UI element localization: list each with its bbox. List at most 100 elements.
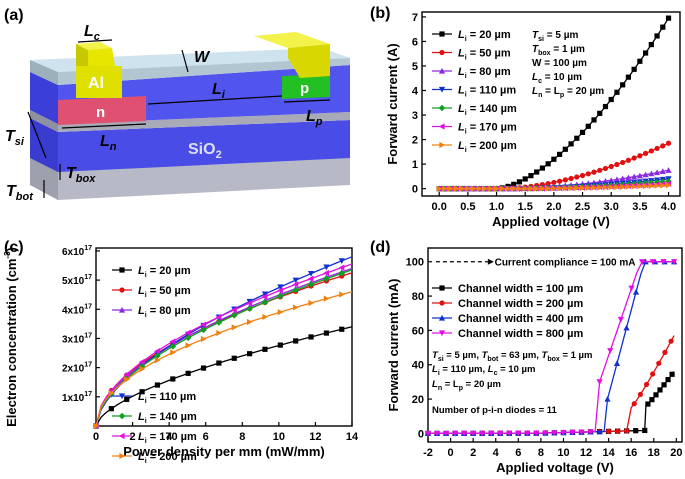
d-xtick-label: 10	[557, 447, 569, 459]
c-legend-6-marker	[119, 452, 126, 460]
c-series-4-point	[277, 292, 284, 300]
b-series-2-point	[619, 175, 626, 182]
b-ylabel: Forward current (A)	[385, 43, 400, 164]
c-series-4-point	[307, 281, 315, 288]
b-series-0-point	[602, 103, 609, 110]
d-series-3-point	[617, 316, 624, 323]
c-ytick-label: 4x1017	[62, 303, 92, 316]
b-legend-5-marker	[438, 123, 445, 130]
c-series-0-point	[247, 351, 253, 357]
panel-b-chart: (b) 0.0 0.5 1.0 1.5 2.0 2.5 3.0 3.5 4.0 0 1 2 3 4 5 6 7 A…	[370, 5, 681, 229]
d-series-3-point	[660, 259, 667, 265]
d-series-3-point	[497, 430, 504, 437]
d-series-0-point	[669, 371, 675, 377]
d-series-3-point	[628, 285, 635, 292]
c-series-0-point	[323, 330, 329, 336]
c-series-6-point	[139, 365, 146, 373]
d-ytick-label: 60	[412, 325, 424, 337]
b-series-1-point	[643, 150, 649, 156]
d-series-3-point	[488, 430, 495, 437]
d-series-1-point	[668, 338, 674, 344]
c-series-6-point	[154, 357, 161, 364]
c-legend-1-prefix: L	[138, 285, 145, 297]
c-ytick-exp: 17	[84, 274, 92, 281]
b-series-2-point	[659, 168, 666, 175]
b-series-2-point	[625, 174, 632, 181]
d-xtick-label: 0	[448, 447, 454, 459]
b-legend-6-value: = 200 µm	[467, 140, 517, 152]
c-series-4-point	[184, 334, 192, 342]
c-series-6-point	[216, 329, 222, 337]
b-series-2-point	[665, 167, 672, 173]
b-series-0-point	[597, 110, 603, 116]
b-legend-6-text: Li = 200 µm	[458, 140, 517, 154]
b-series-1-point	[637, 153, 643, 159]
b-series-6-point	[562, 185, 569, 192]
d-ytick-label: 80	[412, 291, 424, 303]
b-series-4-point	[642, 179, 649, 187]
b-legend-3-sub: i	[465, 92, 467, 99]
b-series-6-point	[459, 185, 466, 192]
c-series-6-point	[108, 390, 115, 397]
d-xtick-label: 8	[538, 447, 544, 459]
c-series-3-point	[338, 258, 345, 264]
b-series-6-point	[545, 185, 552, 192]
c-xtick-label: 12	[309, 431, 321, 443]
b-series-1-point	[568, 175, 574, 182]
c-ytick-base: 6x10	[62, 247, 85, 258]
c-series-5-point	[292, 281, 299, 288]
d-series-3-point	[560, 429, 567, 436]
c-series-6-point	[200, 335, 207, 343]
b-series-6-point	[448, 185, 454, 192]
ln-label: Ln	[100, 133, 117, 153]
d-xtick-label: 2	[470, 447, 476, 459]
d-series-0-point	[645, 401, 651, 407]
b-legend-3-marker	[438, 86, 446, 93]
d-legend-2-marker	[438, 314, 446, 321]
b-series-6-point	[602, 184, 609, 191]
c-series-5-point	[215, 313, 222, 321]
b-legend-1-sub: i	[465, 55, 467, 62]
al-label: Al	[88, 75, 104, 92]
c-series-6-point	[231, 324, 238, 331]
c-series-0-line	[95, 326, 353, 427]
w-arrow	[181, 49, 189, 73]
d-series-3-point	[639, 259, 646, 265]
d-series-0-point	[649, 397, 655, 403]
b-series-0-point	[614, 89, 620, 95]
c-legend-2-marker	[118, 306, 126, 313]
p-region-label: p	[300, 80, 309, 97]
al-pad	[76, 66, 122, 98]
d-series-0-point	[665, 377, 671, 383]
c-series-6-point	[262, 313, 269, 321]
box-layer-front	[58, 112, 350, 132]
c-series-6-point	[170, 349, 176, 356]
c-series-4-point	[246, 305, 253, 312]
lc-arrow	[77, 39, 113, 43]
d-series-3-point	[607, 348, 614, 354]
b-series-6-point	[654, 182, 661, 189]
b-series-0-point	[625, 74, 631, 80]
c-ytick-base: 4x10	[62, 305, 85, 316]
b-legend-0-sub: i	[465, 36, 467, 43]
b-series-6-point	[528, 185, 535, 192]
b-series-0-point	[557, 151, 563, 157]
b-series-1-point	[625, 157, 632, 163]
c-series-5-line	[95, 263, 353, 427]
d-annot-line1: Tsi = 5 µm, Tbot = 63 µm, Tbox = 1 µm	[432, 350, 592, 363]
b-series-1-point	[545, 180, 551, 187]
d-legend-1-text: Channel width = 200 µm	[458, 298, 583, 310]
c-series-3-point	[292, 277, 299, 284]
c-series-3-point	[307, 270, 315, 277]
b-series-6-point	[482, 185, 489, 192]
b-legend-4-text: Li = 140 µm	[458, 103, 517, 117]
b-xtick-label: 4.0	[661, 201, 676, 213]
tbox-label: Tbox	[66, 165, 96, 185]
b-series-0-point	[591, 117, 597, 123]
d-series-1-point	[643, 381, 650, 388]
b-xtick-label: 0.0	[432, 201, 447, 213]
c-series-5-point	[307, 275, 314, 282]
c-ytick-base: 5x10	[62, 276, 85, 287]
b-legend-0-value: = 20 µm	[467, 29, 511, 41]
b-legend-4-sub: i	[465, 110, 467, 117]
